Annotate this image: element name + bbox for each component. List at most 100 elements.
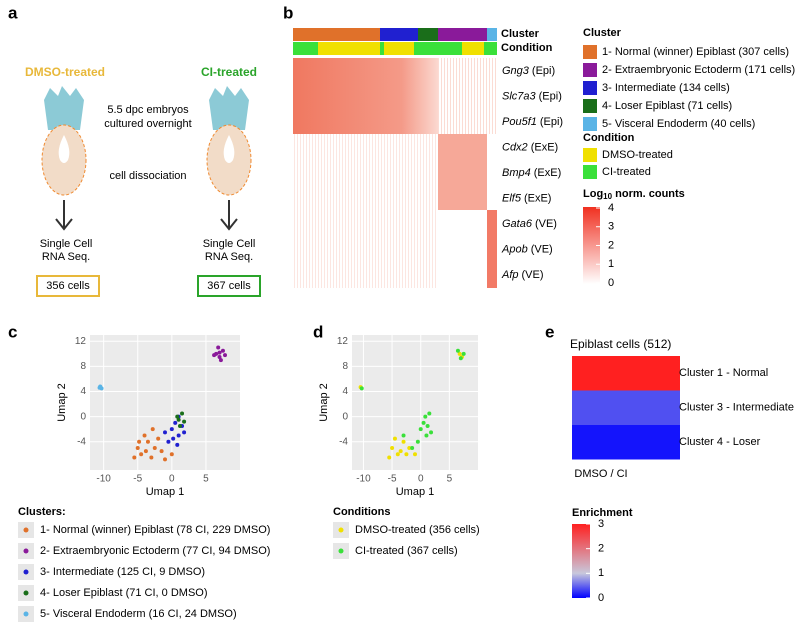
scale-title: Log10 norm. counts	[583, 188, 685, 201]
legend-label: 4- Loser Epiblast (71 CI, 0 DMSO)	[40, 587, 208, 599]
embryo-diagrams	[36, 86, 261, 297]
color-bar	[572, 524, 590, 598]
gene-name: Cdx2	[502, 141, 528, 153]
note: cell dissociation	[109, 170, 186, 182]
point	[218, 358, 223, 363]
scale-tick-label: 2	[608, 239, 614, 251]
gene-tag: (ExE)	[531, 141, 559, 153]
scale-title-part: Log	[583, 188, 603, 200]
legend-swatch	[583, 165, 597, 179]
gene-name: Afp	[501, 269, 519, 281]
point	[149, 455, 154, 460]
plot-bg	[90, 335, 240, 470]
row-label: Cluster 3 - Intermediate	[679, 401, 794, 413]
scale-tick-label: 2	[598, 543, 604, 555]
point	[401, 433, 406, 438]
point	[169, 427, 174, 432]
heatmap-noise	[293, 134, 438, 288]
gene-tag: (ExE)	[534, 167, 562, 179]
point	[423, 414, 428, 419]
legend-dot	[23, 590, 29, 596]
point	[171, 436, 176, 441]
gene-label: Gng3 (Epi)	[502, 65, 555, 77]
embryo-epiblast	[209, 86, 249, 130]
x-tick-label: -5	[133, 474, 142, 485]
point	[169, 452, 174, 457]
legend-title: Condition	[583, 132, 635, 144]
panel-label: e	[545, 322, 554, 341]
arrow	[220, 200, 238, 231]
x-tick-label: -5	[388, 474, 397, 485]
row-label: Cluster 4 - Loser	[679, 436, 761, 448]
point	[429, 430, 434, 435]
y-tick-label: 4	[80, 386, 86, 397]
point	[97, 385, 102, 390]
point	[425, 424, 430, 429]
scale-tick-label: 3	[608, 221, 614, 233]
point	[390, 446, 395, 451]
legend-label: CI-treated (367 cells)	[355, 545, 458, 557]
point	[401, 439, 406, 444]
legend-swatch	[583, 148, 597, 162]
point	[217, 350, 222, 355]
x-axis-label: Umap 1	[146, 486, 185, 498]
point	[359, 386, 364, 391]
gene-label: Afp (VE)	[501, 269, 544, 281]
y-tick-label: 4	[342, 386, 348, 397]
point	[135, 446, 140, 451]
legend-label: CI-treated	[602, 166, 651, 178]
heatmap-block	[438, 134, 487, 210]
point	[145, 439, 150, 444]
legend-label: 3- Intermediate (134 cells)	[602, 82, 730, 94]
point	[166, 439, 171, 444]
group-title: DMSO-treated	[25, 65, 105, 79]
gene-label: Bmp4 (ExE)	[502, 167, 561, 179]
arrow	[55, 200, 73, 231]
legend-swatch	[583, 99, 597, 113]
gene-label: Apob (VE)	[501, 243, 553, 255]
heatmap-block	[487, 210, 497, 288]
heatmap-cell	[572, 425, 680, 460]
legend-label: 5- Visceral Endoderm (16 CI, 24 DMSO)	[40, 608, 237, 620]
point	[424, 433, 429, 438]
cluster-track	[293, 28, 380, 41]
point	[175, 442, 180, 447]
point	[212, 353, 217, 358]
row-label: Cluster 1 - Normal	[679, 367, 768, 379]
legend-dot	[338, 548, 344, 554]
point	[216, 345, 221, 350]
point	[398, 449, 403, 454]
condition-track	[318, 42, 380, 55]
point	[415, 439, 420, 444]
point	[458, 356, 463, 361]
legend-label: 1- Normal (winner) Epiblast (307 cells)	[602, 46, 789, 58]
cell-count: 367 cells	[207, 280, 251, 292]
note: 5.5 dpc embryos	[107, 104, 189, 116]
point	[159, 449, 164, 454]
heatmap-cell	[572, 390, 680, 425]
gene-label: Elf5 (ExE)	[502, 192, 551, 204]
point	[223, 353, 227, 358]
heatmap-title: Epiblast cells (512)	[570, 337, 671, 351]
y-tick-label: 12	[337, 336, 349, 347]
legend-label: 2- Extraembryonic Ectoderm (77 CI, 94 DM…	[40, 545, 270, 557]
legend-dot	[23, 527, 29, 533]
point	[461, 351, 466, 356]
legend-label: 5- Visceral Endoderm (40 cells)	[602, 118, 755, 130]
point	[217, 354, 222, 359]
cluster-track	[438, 28, 487, 41]
gene-label: Gata6 (VE)	[502, 218, 557, 230]
point	[182, 430, 187, 435]
gene-label: Cdx2 (ExE)	[502, 141, 558, 153]
gene-name: Apob	[501, 243, 528, 255]
point	[421, 420, 426, 425]
track-label: Condition	[501, 42, 553, 54]
point	[150, 427, 155, 432]
point	[220, 348, 225, 353]
gene-name: Elf5	[502, 192, 522, 204]
embryo-epiblast	[44, 86, 84, 130]
point	[418, 427, 423, 432]
point	[182, 419, 187, 424]
color-bar	[583, 207, 600, 284]
point	[407, 446, 412, 451]
